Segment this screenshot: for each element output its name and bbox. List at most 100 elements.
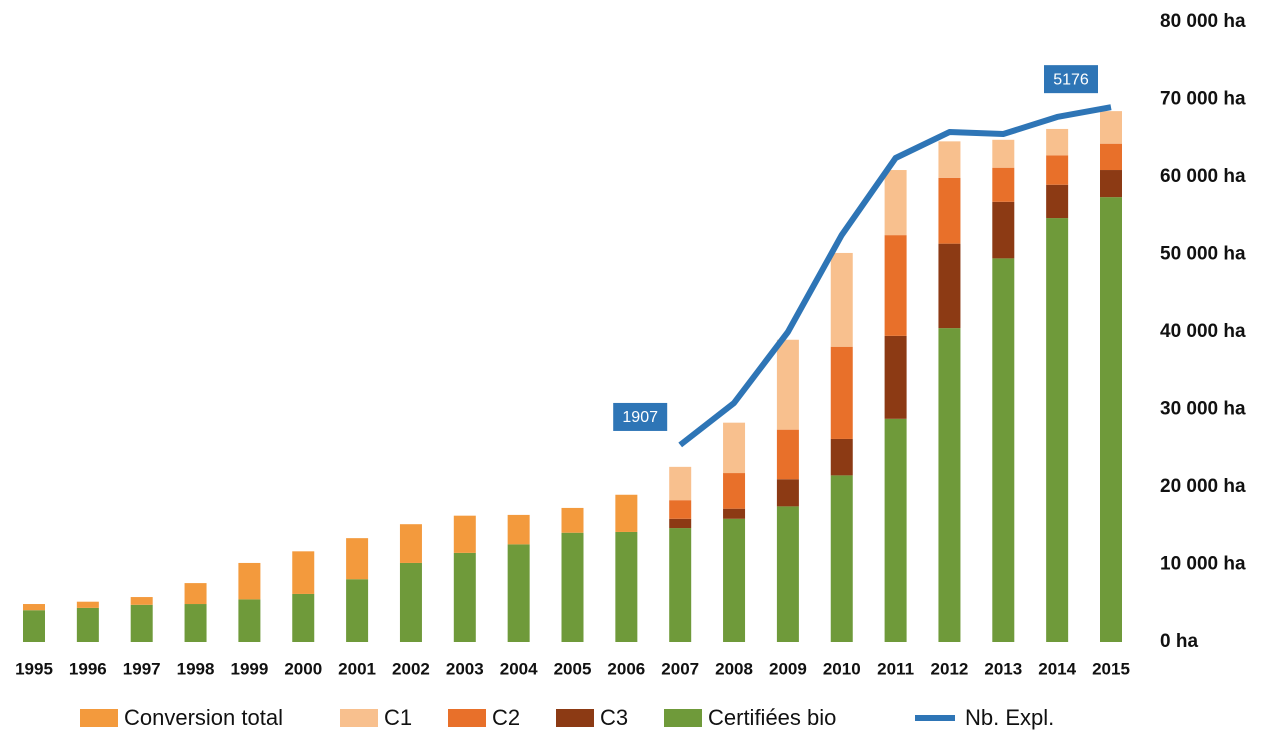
bar-segment: [507, 514, 530, 545]
legend-label: Certifiées bio: [708, 705, 836, 730]
bar-segment: [1046, 184, 1069, 219]
bar-segment: [184, 583, 207, 605]
legend-label: C2: [492, 705, 520, 730]
x-tick-label: 2013: [984, 659, 1022, 678]
bar-segment: [669, 466, 692, 501]
bar-segment: [884, 235, 907, 336]
bar-segment: [184, 604, 207, 642]
bar-segment: [830, 346, 853, 439]
bar-segment: [723, 473, 746, 509]
bar-segment: [669, 528, 692, 642]
bar-segment: [723, 518, 746, 642]
bar-segment: [938, 177, 961, 244]
y-tick-label: 40 000 ha: [1160, 321, 1246, 342]
x-tick-label: 2006: [607, 659, 645, 678]
x-tick-label: 2004: [500, 659, 538, 678]
bar-segment: [453, 552, 476, 642]
y-tick-label: 70 000 ha: [1160, 89, 1246, 110]
x-tick-label: 2003: [446, 659, 484, 678]
legend-label: Conversion total: [124, 705, 283, 730]
bar-segment: [776, 479, 799, 507]
x-tick-label: 2000: [284, 659, 322, 678]
bar-segment: [1100, 170, 1122, 198]
x-tick-label: 1999: [230, 659, 268, 678]
value-label: 1907: [622, 409, 658, 426]
x-tick-label: 2007: [661, 659, 699, 678]
bar-segment: [399, 562, 422, 642]
bar-segment: [561, 507, 584, 533]
value-label: 5176: [1053, 71, 1089, 88]
bar-segment: [292, 593, 315, 642]
bar-segment: [346, 579, 369, 642]
x-tick-label: 2012: [931, 659, 969, 678]
x-tick-label: 2011: [877, 659, 914, 678]
bar-segment: [830, 475, 853, 642]
x-tick-label: 1996: [69, 659, 107, 678]
bar-segment: [1046, 155, 1069, 185]
bar-segment: [399, 524, 422, 563]
bar-segment: [615, 494, 638, 532]
line: [678, 104, 1112, 448]
bar-segment: [292, 551, 315, 594]
bar-segment: [776, 339, 799, 430]
x-tick-label: 2009: [769, 659, 807, 678]
y-tick-label: 50 000 ha: [1160, 244, 1246, 265]
bar-segment: [884, 170, 907, 236]
x-tick-label: 1997: [123, 659, 161, 678]
legend-swatch: [664, 709, 702, 727]
bar-segment: [830, 438, 853, 476]
value-label-box: [1044, 65, 1098, 94]
x-tick-label: 2010: [823, 659, 861, 678]
bar-segment: [992, 201, 1015, 259]
bar-segment: [992, 167, 1015, 202]
legend-swatch: [80, 709, 118, 727]
bar-segment: [1100, 111, 1122, 144]
x-tick-label: 1995: [15, 659, 53, 678]
bar-segment: [1046, 218, 1069, 642]
x-tick-label: 1998: [177, 659, 215, 678]
bar-segment: [884, 335, 907, 419]
y-tick-label: 30 000 ha: [1160, 399, 1246, 420]
legend-label: C1: [384, 705, 412, 730]
x-tick-label: 2001: [338, 659, 376, 678]
bar-segment: [992, 139, 1015, 168]
bar-segment: [130, 597, 153, 605]
x-tick-label: 2014: [1038, 659, 1076, 678]
x-tick-label: 2015: [1092, 659, 1130, 678]
bar-segment: [992, 258, 1015, 642]
bar-segment: [938, 243, 961, 329]
value-label-box: [613, 402, 668, 431]
bar-segment: [130, 604, 153, 642]
bar-segment: [1100, 143, 1122, 171]
y-tick-label: 80 000 ha: [1160, 11, 1246, 32]
bar-segment: [23, 604, 45, 611]
bar-segment: [938, 141, 961, 178]
legend-swatch: [448, 709, 486, 727]
legend-swatch: [556, 709, 594, 727]
legend-label: Nb. Expl.: [965, 705, 1054, 730]
y-tick-label: 60 000 ha: [1160, 166, 1246, 187]
bar-segment: [669, 500, 692, 519]
bar-segment: [938, 328, 961, 642]
bar-segment: [561, 532, 584, 642]
y-tick-label: 10 000 ha: [1160, 554, 1246, 575]
bar-segment: [238, 599, 261, 642]
bar-segment: [776, 506, 799, 642]
bar-segment: [615, 531, 638, 642]
bar-segment: [1100, 197, 1122, 642]
legend-label: C3: [600, 705, 628, 730]
y-tick-label: 0 ha: [1160, 631, 1198, 652]
bar-segment: [830, 252, 853, 347]
bar-segment: [723, 508, 746, 519]
legend-swatch: [340, 709, 378, 727]
y-tick-label: 20 000 ha: [1160, 476, 1246, 497]
bar-segment: [884, 418, 907, 642]
x-tick-label: 2008: [715, 659, 753, 678]
bar-segment: [507, 544, 530, 642]
bar-segment: [346, 538, 369, 580]
bar-segment: [76, 601, 99, 608]
bar-segment: [1046, 128, 1069, 156]
bar-segment: [238, 562, 261, 600]
x-tick-label: 2002: [392, 659, 430, 678]
